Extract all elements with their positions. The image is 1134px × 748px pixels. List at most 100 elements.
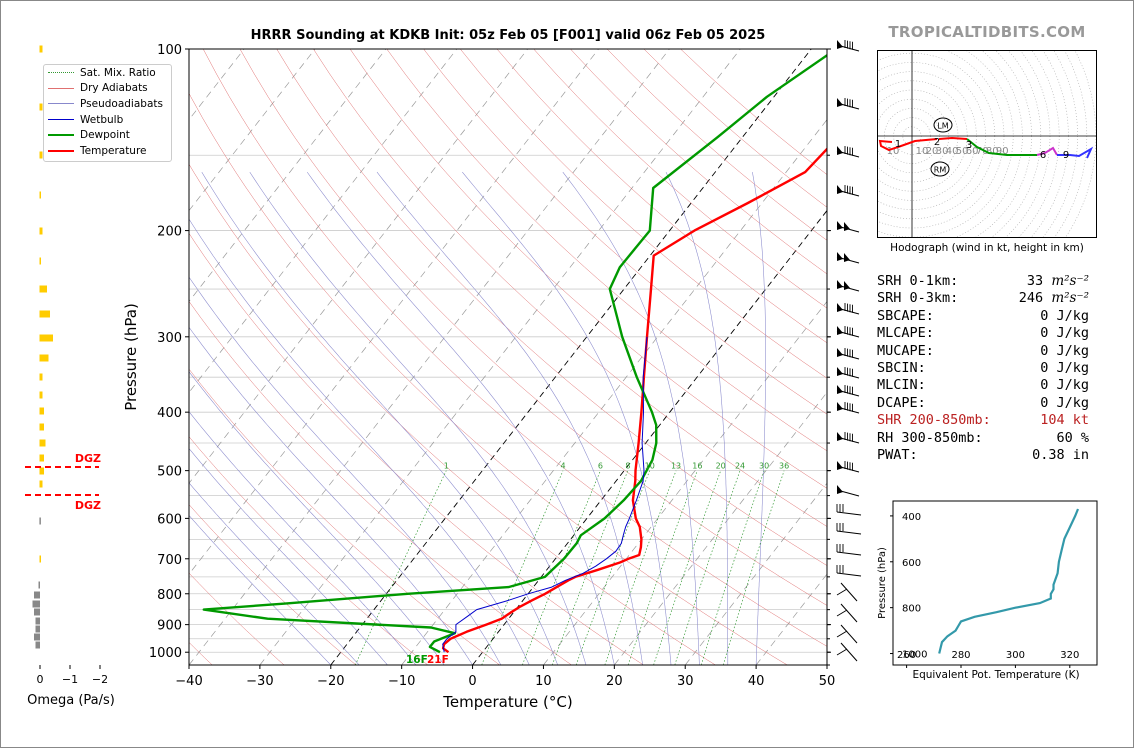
legend-item: Wetbulb xyxy=(44,112,171,128)
dry-adiabat-line xyxy=(276,49,827,566)
wind-barbs xyxy=(836,40,862,662)
series-dewpoint-line xyxy=(202,53,827,654)
wind-barb xyxy=(836,303,860,315)
parameter-value: 104 kt xyxy=(1040,412,1089,429)
mixing-ratio-line xyxy=(722,470,785,665)
mixing-ratio-line xyxy=(627,470,698,665)
pseudoadiabat-line xyxy=(306,171,615,665)
isotherm-line xyxy=(189,49,670,665)
x-tick-label: 0 xyxy=(468,674,476,689)
omega-bar xyxy=(39,439,46,447)
parameter-value: 0 J/kg xyxy=(1040,342,1089,359)
legend-swatch xyxy=(48,87,74,89)
legend-swatch xyxy=(48,134,74,137)
wind-barb xyxy=(836,544,862,556)
isotherm-line xyxy=(330,49,812,665)
parameter-row: MLCIN: 0 J/kg xyxy=(877,377,1097,394)
legend-item: Temperature xyxy=(44,143,171,159)
y-tick-label: 600 xyxy=(157,512,182,527)
parameter-label: DCAPE: xyxy=(877,394,926,411)
mixing-ratio-label: 6 xyxy=(598,462,603,471)
dry-adiabat-line xyxy=(189,163,716,665)
pseudoadiabat-line xyxy=(665,171,729,665)
parameter-row: MLCAPE: 0 J/kg xyxy=(877,325,1097,342)
parameter-label: MUCAPE: xyxy=(877,342,934,359)
mixing-ratio-label: 36 xyxy=(779,462,789,471)
x-tick-label: 50 xyxy=(819,674,836,689)
hodograph-ring-label: 50 xyxy=(956,146,969,157)
mixing-ratio-label: 30 xyxy=(759,462,769,471)
mixing-ratio-label: 1 xyxy=(444,462,449,471)
y-tick-label: 100 xyxy=(157,43,182,58)
wind-barb xyxy=(836,461,860,473)
theta-e-y-tick-label: 400 xyxy=(902,512,921,523)
dry-adiabat-line xyxy=(189,232,644,665)
parameter-label: SBCIN: xyxy=(877,359,926,376)
theta-e-x-tick-label: 280 xyxy=(951,650,970,661)
legend-swatch xyxy=(48,103,74,105)
wind-barb xyxy=(836,348,860,360)
wind-barb xyxy=(836,402,860,414)
wind-barb xyxy=(836,485,860,497)
omega-tick-label: −2 xyxy=(92,673,108,686)
parameter-label: SHR 200-850mb: xyxy=(877,412,991,429)
pseudoadiabat-line xyxy=(562,171,700,665)
omega-bar xyxy=(39,517,41,525)
surface-dewpoint-label: 16F xyxy=(406,654,428,666)
pseudoadiabat-line xyxy=(189,448,388,665)
parameter-row: SBCAPE: 0 J/kg xyxy=(877,308,1097,325)
sounding-parameters: SRH 0-1km: 33 m²s⁻² SRH 0-3km: 246 m²s⁻² SBC… xyxy=(877,273,1097,464)
wind-barb xyxy=(836,280,860,292)
theta-e-y-label: Pressure (hPa) xyxy=(877,547,888,619)
isotherm-line xyxy=(189,49,528,484)
plot-frame xyxy=(188,48,828,666)
omega-bar xyxy=(39,373,43,381)
x-tick-label: −30 xyxy=(246,674,273,689)
theta-e-chart: 260 280 300 320 400 600 800 1000 Pressure (hPa) xyxy=(877,500,1098,668)
omega-tick-label: −1 xyxy=(62,673,78,686)
pseudoadiabat-line xyxy=(249,171,587,665)
hodograph-ring xyxy=(1053,50,1088,238)
omega-bar xyxy=(39,103,43,111)
parameter-row: SRH 0-1km: 33 m²s⁻² xyxy=(877,273,1097,290)
omega-bar xyxy=(39,467,44,475)
wind-barb xyxy=(836,221,860,233)
omega-panel: 0 −1 −2 xyxy=(25,45,108,686)
omega-bar xyxy=(39,191,41,199)
parameter-label: MLCAPE: xyxy=(877,325,934,342)
parameter-label: SRH 0-1km: xyxy=(877,273,959,289)
legend-label: Dry Adiabats xyxy=(80,82,148,95)
legend-item: Pseudoadiabats xyxy=(44,96,171,112)
hodograph-ring xyxy=(990,50,1042,238)
dry-adiabat-line xyxy=(189,572,285,665)
wind-barb xyxy=(836,432,860,444)
dry-adiabat-line xyxy=(386,49,827,452)
hodograph-ring xyxy=(1064,50,1097,238)
hodograph-ring-label: 90 xyxy=(996,146,1009,157)
hodograph-storm-marker xyxy=(933,117,953,133)
legend-swatch xyxy=(48,72,74,74)
omega-bar xyxy=(39,454,44,462)
pseudoadiabat-line xyxy=(189,482,360,665)
parameter-row: PWAT: 0.38 in xyxy=(877,447,1097,464)
hodograph-ring-label: 40 xyxy=(946,146,959,157)
parameter-label: SRH 0-3km: xyxy=(877,290,959,307)
legend-item: Sat. Mix. Ratio xyxy=(44,65,171,81)
wind-barb xyxy=(836,603,858,623)
omega-bar xyxy=(38,581,40,589)
x-tick-label: −40 xyxy=(175,674,202,689)
pseudoadiabat-line xyxy=(189,411,417,665)
mixing-ratio-label: 24 xyxy=(735,462,745,471)
hodograph-ring-label: 30 xyxy=(936,146,949,157)
omega-bar xyxy=(34,608,40,616)
x-tick-label: 20 xyxy=(606,674,623,689)
x-tick-label: −20 xyxy=(317,674,344,689)
hodograph-storm-label: RM xyxy=(934,166,947,175)
parameter-value: 0 J/kg xyxy=(1040,307,1089,324)
hodograph-segment-3-6 xyxy=(966,138,1037,156)
y-tick-label: 300 xyxy=(157,331,182,346)
pseudoadiabat-line xyxy=(189,218,530,665)
y-tick-label: 200 xyxy=(157,225,182,240)
parameter-row: SBCIN: 0 J/kg xyxy=(877,360,1097,377)
